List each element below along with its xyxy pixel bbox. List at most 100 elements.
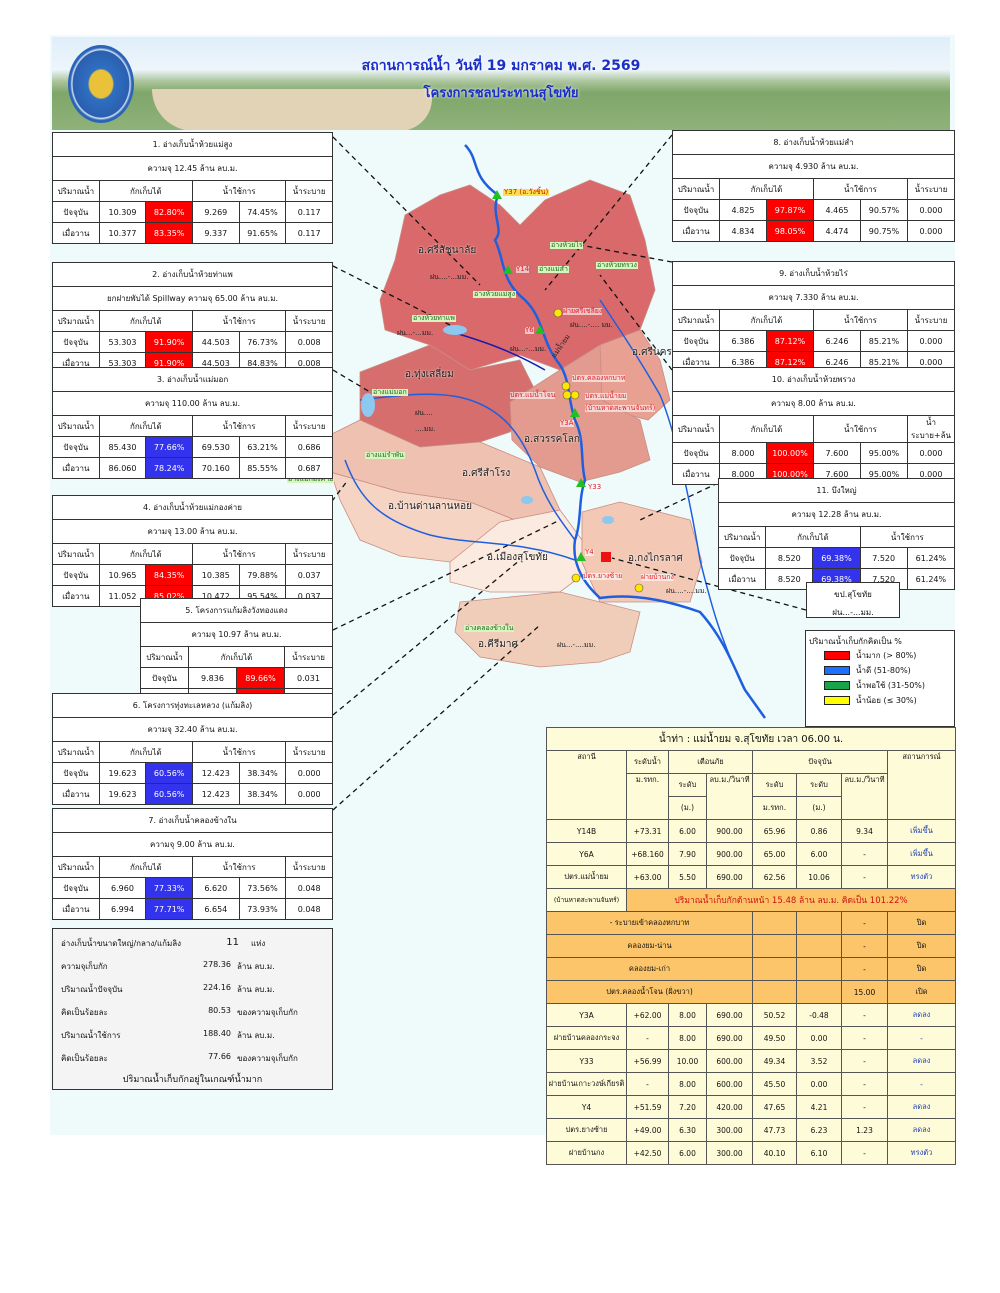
stored-percent: 60.56%: [145, 783, 193, 805]
value-cell: 0.000: [907, 199, 955, 221]
map-label: ฝน....-....มม.: [666, 587, 707, 595]
station-status: ลดลง: [886, 1003, 957, 1027]
reservoir-capacity: ความจุ 8.00 ล้าน ลบ.ม.: [672, 391, 955, 416]
reservoir-table: 7. อ่างเก็บน้ำคลองข้างใน ความจุ 9.00 ล้าน…: [52, 808, 333, 920]
value-cell: 65.00: [752, 842, 797, 866]
gate-name: - ระบายเข้าคลองหกบาท: [546, 911, 753, 935]
map-label: ฝน....-...มม.: [430, 273, 469, 281]
value-cell: 79.88%: [238, 564, 287, 586]
row-label: ปัจจุบัน: [52, 564, 100, 586]
table-title: น้ำท่า : แม่น้ำยม จ.สุโขทัย เวลา 06.00 น…: [545, 727, 957, 751]
value-cell: 6.00: [668, 1141, 707, 1165]
gate-icon: [571, 573, 581, 583]
stored-percent: 69.38%: [812, 547, 861, 569]
value-cell: 0.048: [285, 877, 333, 899]
station-name: ปตร.ยางซ้าย: [546, 1118, 627, 1142]
value-cell: 49.34: [752, 1049, 797, 1073]
value-cell: 0.686: [285, 436, 333, 458]
summary-value: 80.53: [208, 1006, 231, 1015]
row-label: เมื่อวาน: [52, 457, 100, 479]
stored-percent: 98.05%: [766, 220, 814, 242]
value-cell: 4.465: [813, 199, 861, 221]
river-tributary: [359, 393, 576, 541]
row-label: ปัจจุบัน: [52, 762, 100, 784]
map-label: ฝายศรีเชลียง: [563, 307, 603, 315]
station-y4-icon: [576, 552, 586, 561]
value-cell: 6.30: [668, 1118, 707, 1142]
value-cell: 85.55%: [238, 457, 287, 479]
map-label: Y37 (อ.วังชิ้น): [503, 188, 550, 196]
gate-status: ปิด: [886, 911, 957, 935]
stored-percent: 77.33%: [145, 877, 193, 899]
value-cell: 4.825: [719, 199, 767, 221]
value-cell: 11.052: [98, 585, 147, 607]
col-header: ม.รทก.: [752, 796, 797, 820]
value-cell: 7.20: [668, 1095, 707, 1119]
value-cell: +62.00: [626, 1003, 669, 1027]
row-label: ปัจจุบัน: [672, 199, 720, 221]
col-header: ระดับ: [796, 773, 842, 797]
value-cell: 6.00: [796, 842, 842, 866]
reservoir-table: 1. อ่างเก็บน้ำห้วยแม่สูง ความจุ 12.45 ล้า…: [52, 132, 333, 244]
col-header: กักเก็บได้: [719, 178, 814, 200]
col-header: น้ำระบาย: [285, 543, 333, 565]
legend-swatch: [824, 696, 850, 705]
map-label: อ่างห้วยไร่: [550, 241, 584, 249]
col-header: กักเก็บได้: [719, 415, 814, 443]
legend-item: น้ำน้อย (≤ 30%): [824, 694, 917, 707]
empty-cell: [796, 911, 842, 935]
rain-box: ขป.สุโขทัย ฝน...-...มม.: [806, 582, 900, 618]
value-cell: 0.000: [285, 783, 333, 805]
empty-cell: [796, 957, 842, 981]
col-header: กักเก็บได้: [765, 526, 861, 548]
value-cell: 6.386: [719, 330, 767, 352]
summary-unit: ล้าน ลบ.ม.: [237, 962, 275, 971]
value-cell: 4.474: [813, 220, 861, 242]
value-cell: 1.23: [841, 1118, 888, 1142]
gate-row: คลองยม-เก่า - ปิด: [546, 957, 957, 981]
river-tributary: [344, 459, 576, 561]
summary-label: ปริมาณน้ำใช้การ: [61, 1031, 121, 1040]
col-header: ระดับ: [668, 773, 707, 797]
map-label: อ.ทุ่งเสลี่ยม: [405, 369, 454, 380]
value-cell: -: [841, 1003, 888, 1027]
value-cell: 0.000: [907, 220, 955, 242]
gate-row: ปตร.คลองน้ำโจน (ฝั่งขวา) 15.00 เปิด: [546, 980, 957, 1004]
page-title: สถานการณ์น้ำ วันที่ 19 มกราคม พ.ศ. 2569: [361, 58, 641, 74]
summary-unit: ของความจุเก็บกัก: [237, 1054, 298, 1063]
value-cell: 6.246: [813, 330, 861, 352]
value-cell: 0.000: [285, 762, 333, 784]
value-cell: 900.00: [706, 819, 753, 843]
value-cell: 6.00: [668, 819, 707, 843]
col-header: น้ำระบาย: [285, 741, 333, 763]
gate-row: คลองยม-น่าน - ปิด: [546, 934, 957, 958]
station-y6-icon: [535, 325, 545, 334]
value-cell: 8.000: [719, 442, 767, 464]
station-name: Y6A: [546, 842, 627, 866]
legend-title: ปริมาณน้ำเก็บกักคิดเป็น %: [809, 637, 902, 646]
value-cell: 50.52: [752, 1003, 797, 1027]
row-label: ปัจจุบัน: [52, 877, 100, 899]
value-cell: 95.00%: [860, 442, 908, 464]
legend-label: น้ำดี (51-80%): [856, 666, 911, 675]
summary-unit: ล้าน ลบ.ม.: [237, 1031, 275, 1040]
gate-status: ปิด: [886, 934, 957, 958]
col-header: ปริมาณน้ำ: [52, 180, 100, 202]
map-label: อ.กงไกรลาศ: [628, 553, 683, 564]
value-cell: 10.965: [98, 564, 147, 586]
gate-flow: -: [841, 957, 888, 981]
col-header: น้ำใช้การ: [859, 526, 956, 548]
station-name: ฝายบ้านคลองกระจง: [546, 1026, 627, 1050]
reservoir-table: 11. บึงใหญ่ ความจุ 12.28 ล้าน ลบ.ม. ปริมาณ…: [717, 478, 956, 590]
station-row: ฝายบ้านเกาะวงษ์เกียรติ -8.00 600.00 45.50 0.…: [546, 1072, 957, 1096]
station-row: Y33 +56.99 10.00 600.00 49.34 3.52- ลดลง: [546, 1049, 957, 1073]
bueng-yai-icon: [601, 552, 611, 562]
row-label: เมื่อวาน: [717, 568, 767, 590]
station-name: Y4: [546, 1095, 627, 1119]
col-header: น้ำระบาย: [285, 180, 333, 202]
value-cell: +73.31: [626, 819, 669, 843]
value-cell: 9.836: [188, 667, 237, 689]
gate-name: ปตร.คลองน้ำโจน (ฝั่งขวา): [546, 980, 753, 1004]
storage-note: ปริมาณน้ำเก็บกักด้านหน้า 15.48 ล้าน ลบ.ม…: [625, 888, 957, 912]
reservoir-table: 8. อ่างเก็บน้ำห้วยแม่สำ ความจุ 4.930 ล้าน…: [672, 130, 955, 242]
